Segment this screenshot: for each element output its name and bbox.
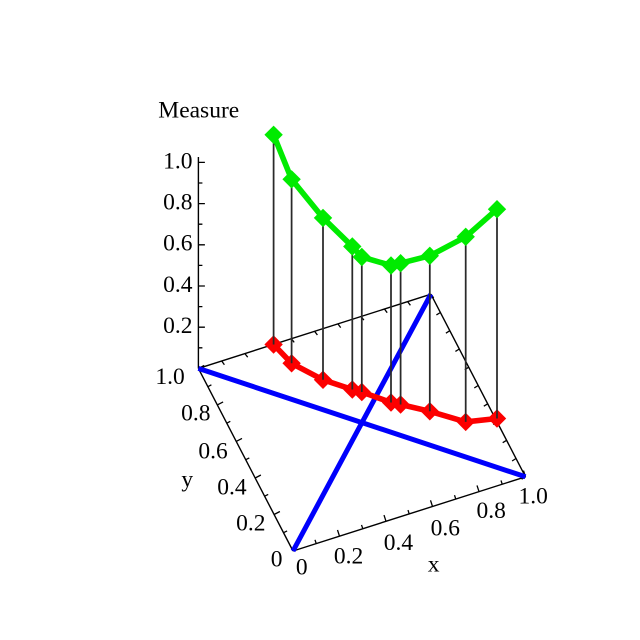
- svg-text:0.8: 0.8: [163, 190, 192, 216]
- svg-text:0.2: 0.2: [163, 313, 192, 339]
- svg-text:Measure: Measure: [158, 98, 239, 124]
- svg-text:0.2: 0.2: [236, 511, 265, 537]
- svg-text:0.4: 0.4: [217, 474, 247, 500]
- svg-text:0.4: 0.4: [163, 272, 193, 298]
- svg-text:1.0: 1.0: [163, 148, 192, 174]
- svg-text:0: 0: [296, 554, 308, 580]
- svg-text:0.8: 0.8: [181, 400, 210, 426]
- svg-text:y: y: [181, 466, 193, 492]
- svg-text:0.4: 0.4: [384, 530, 414, 556]
- svg-text:x: x: [428, 552, 440, 578]
- svg-text:0.6: 0.6: [431, 516, 461, 542]
- svg-text:1.0: 1.0: [519, 483, 548, 509]
- svg-text:0.6: 0.6: [198, 438, 228, 464]
- svg-text:0.8: 0.8: [477, 498, 506, 524]
- svg-text:0.6: 0.6: [163, 231, 193, 257]
- svg-text:0.2: 0.2: [334, 544, 363, 570]
- svg-text:1.0: 1.0: [155, 364, 184, 390]
- svg-text:0: 0: [271, 547, 283, 573]
